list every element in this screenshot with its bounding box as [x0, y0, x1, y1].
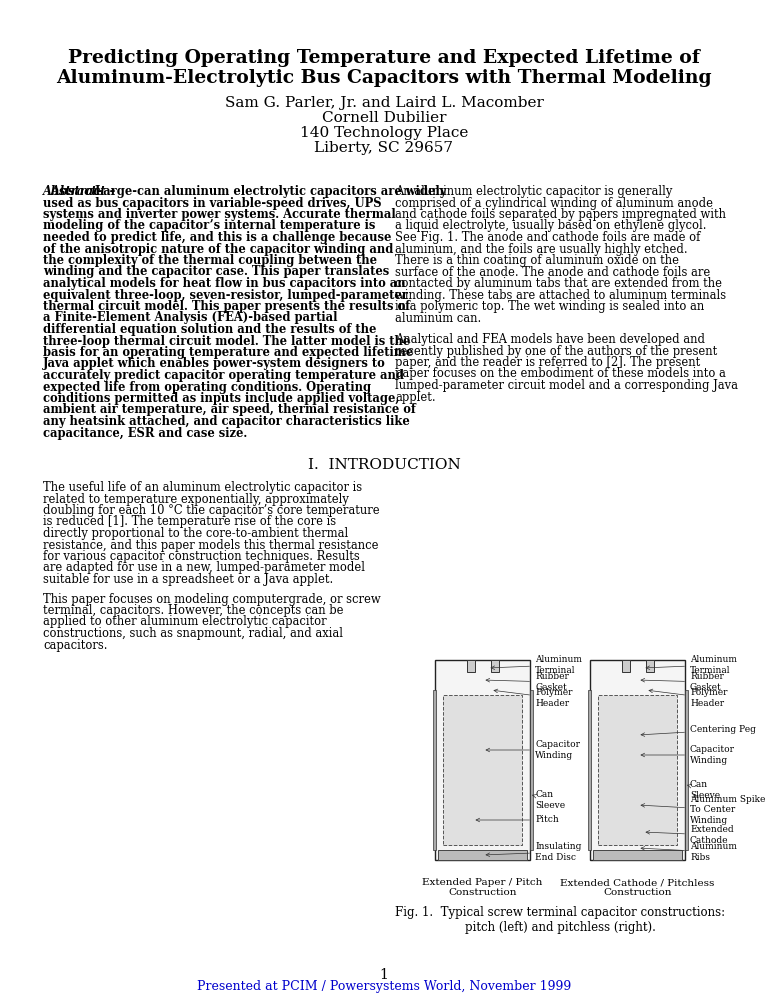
Text: I.  INTRODUCTION: I. INTRODUCTION: [308, 458, 460, 472]
Text: aluminum, and the foils are usually highly etched.: aluminum, and the foils are usually high…: [395, 243, 687, 255]
Text: Aluminum
Ribs: Aluminum Ribs: [641, 842, 737, 862]
Text: comprised of a cylindrical winding of aluminum anode: comprised of a cylindrical winding of al…: [395, 197, 713, 210]
Bar: [530, 690, 533, 850]
Text: any heatsink attached, and capacitor characteristics like: any heatsink attached, and capacitor cha…: [43, 415, 410, 428]
Bar: [433, 690, 436, 850]
Text: Centering Peg: Centering Peg: [641, 726, 756, 737]
Text: a liquid electrolyte, usually based on ethylene glycol.: a liquid electrolyte, usually based on e…: [395, 220, 707, 233]
Text: a Finite-Element Analysis (FEA)-based partial: a Finite-Element Analysis (FEA)-based pa…: [43, 311, 337, 324]
Text: Capacitor
Winding: Capacitor Winding: [486, 741, 580, 759]
Text: suitable for use in a spreadsheet or a Java applet.: suitable for use in a spreadsheet or a J…: [43, 573, 333, 586]
Text: terminal, capacitors. However, the concepts can be: terminal, capacitors. However, the conce…: [43, 604, 343, 617]
Text: constructions, such as snapmount, radial, and axial: constructions, such as snapmount, radial…: [43, 627, 343, 640]
Text: Large-can aluminum electrolytic capacitors are widely: Large-can aluminum electrolytic capacito…: [95, 185, 446, 198]
Text: aluminum can.: aluminum can.: [395, 311, 482, 324]
Text: paper focuses on the embodiment of these models into a: paper focuses on the embodiment of these…: [395, 368, 726, 381]
Text: applied to other aluminum electrolytic capacitor: applied to other aluminum electrolytic c…: [43, 615, 326, 628]
Text: resistance, and this paper models this thermal resistance: resistance, and this paper models this t…: [43, 539, 379, 552]
Text: thermal circuit model. This paper presents the results of: thermal circuit model. This paper presen…: [43, 300, 410, 313]
Text: analytical models for heat flow in bus capacitors into an: analytical models for heat flow in bus c…: [43, 277, 406, 290]
Text: modeling of the capacitor’s internal temperature is: modeling of the capacitor’s internal tem…: [43, 220, 376, 233]
Text: Extended
Cathode: Extended Cathode: [646, 825, 733, 845]
Text: needed to predict life, and this is a challenge because: needed to predict life, and this is a ch…: [43, 231, 392, 244]
Text: Rubber
Gasket: Rubber Gasket: [486, 672, 569, 692]
Text: in a polymeric top. The wet winding is sealed into an: in a polymeric top. The wet winding is s…: [395, 300, 704, 313]
Text: capacitance, ESR and case size.: capacitance, ESR and case size.: [43, 426, 247, 439]
Text: 140 Technology Place: 140 Technology Place: [300, 126, 468, 140]
Bar: [438, 850, 527, 860]
Text: directly proportional to the core-to-ambient thermal: directly proportional to the core-to-amb…: [43, 527, 348, 540]
Text: three-loop thermal circuit model. The latter model is the: three-loop thermal circuit model. The la…: [43, 335, 410, 348]
Text: and cathode foils separated by papers impregnated with: and cathode foils separated by papers im…: [395, 208, 726, 221]
Text: Capacitor
Winding: Capacitor Winding: [641, 746, 735, 764]
Text: Rubber
Gasket: Rubber Gasket: [641, 672, 724, 692]
Bar: [685, 690, 688, 850]
Text: used as bus capacitors in variable-speed drives, UPS: used as bus capacitors in variable-speed…: [43, 197, 382, 210]
Bar: [593, 850, 682, 860]
Bar: [598, 695, 677, 845]
Text: ambient air temperature, air speed, thermal resistance of: ambient air temperature, air speed, ther…: [43, 404, 416, 416]
Text: 1: 1: [379, 968, 389, 982]
Text: This paper focuses on modeling computergrade, or screw: This paper focuses on modeling computerg…: [43, 592, 381, 605]
Text: systems and inverter power systems. Accurate thermal: systems and inverter power systems. Accu…: [43, 208, 396, 221]
Text: is reduced [1]. The temperature rise of the core is: is reduced [1]. The temperature rise of …: [43, 516, 336, 529]
Text: of the anisotropic nature of the capacitor winding and: of the anisotropic nature of the capacit…: [43, 243, 393, 255]
Text: basis for an operating temperature and expected lifetime: basis for an operating temperature and e…: [43, 346, 413, 359]
Text: Aluminum Spike
To Center
Winding: Aluminum Spike To Center Winding: [641, 795, 766, 825]
Text: Analytical and FEA models have been developed and: Analytical and FEA models have been deve…: [395, 333, 705, 346]
Text: Extended Cathode / Pitchless
Construction: Extended Cathode / Pitchless Constructio…: [561, 878, 715, 898]
Text: Can
Sleeve: Can Sleeve: [532, 790, 565, 810]
Text: Predicting Operating Temperature and Expected Lifetime of: Predicting Operating Temperature and Exp…: [68, 49, 700, 67]
Text: Fig. 1.  Typical screw terminal capacitor constructions:
pitch (left) and pitchl: Fig. 1. Typical screw terminal capacitor…: [395, 906, 725, 934]
Text: are adapted for use in a new, lumped-parameter model: are adapted for use in a new, lumped-par…: [43, 562, 365, 575]
Text: contacted by aluminum tabs that are extended from the: contacted by aluminum tabs that are exte…: [395, 277, 722, 290]
Text: differential equation solution and the results of the: differential equation solution and the r…: [43, 323, 376, 336]
Text: applet.: applet.: [395, 391, 435, 404]
Text: doubling for each 10 °C the capacitor’s core temperature: doubling for each 10 °C the capacitor’s …: [43, 504, 379, 517]
Text: An aluminum electrolytic capacitor is generally: An aluminum electrolytic capacitor is ge…: [395, 185, 672, 198]
Text: Java applet which enables power-system designers to: Java applet which enables power-system d…: [43, 358, 386, 371]
Text: Aluminum
Terminal: Aluminum Terminal: [646, 655, 737, 675]
Bar: [645, 660, 654, 672]
Text: surface of the anode. The anode and cathode foils are: surface of the anode. The anode and cath…: [395, 265, 710, 278]
Bar: [435, 660, 530, 860]
Text: The useful life of an aluminum electrolytic capacitor is: The useful life of an aluminum electroly…: [43, 481, 362, 494]
Bar: [621, 660, 630, 672]
Text: accurately predict capacitor operating temperature and: accurately predict capacitor operating t…: [43, 369, 404, 382]
Text: for various capacitor construction techniques. Results: for various capacitor construction techn…: [43, 550, 359, 563]
Bar: [588, 690, 591, 850]
Text: winding and the capacitor case. This paper translates: winding and the capacitor case. This pap…: [43, 265, 389, 278]
Text: See Fig. 1. The anode and cathode foils are made of: See Fig. 1. The anode and cathode foils …: [395, 231, 700, 244]
Text: recently published by one of the authors of the present: recently published by one of the authors…: [395, 345, 717, 358]
Text: Extended Paper / Pitch
Construction: Extended Paper / Pitch Construction: [422, 878, 543, 898]
Text: expected life from operating conditions. Operating: expected life from operating conditions.…: [43, 381, 371, 394]
Text: capacitors.: capacitors.: [43, 638, 108, 651]
Text: lumped-parameter circuit model and a corresponding Java: lumped-parameter circuit model and a cor…: [395, 379, 738, 392]
Text: equivalent three-loop, seven-resistor, lumped-parameter: equivalent three-loop, seven-resistor, l…: [43, 288, 408, 301]
Text: Sam G. Parler, Jr. and Laird L. Macomber: Sam G. Parler, Jr. and Laird L. Macomber: [224, 96, 544, 110]
Text: Insulating
End Disc: Insulating End Disc: [486, 842, 581, 862]
Text: Presented at PCIM / Powersystems World, November 1999: Presented at PCIM / Powersystems World, …: [197, 980, 571, 993]
Text: Aluminum
Terminal: Aluminum Terminal: [491, 655, 582, 675]
Text: Liberty, SC 29657: Liberty, SC 29657: [315, 141, 453, 155]
Text: Abstract–: Abstract–: [43, 185, 104, 198]
Bar: [466, 660, 475, 672]
Bar: [443, 695, 522, 845]
Text: Can
Sleeve: Can Sleeve: [687, 780, 720, 800]
Text: winding. These tabs are attached to aluminum terminals: winding. These tabs are attached to alum…: [395, 288, 726, 301]
Text: conditions permitted as inputs include applied voltage,: conditions permitted as inputs include a…: [43, 392, 399, 405]
Text: the complexity of the thermal coupling between the: the complexity of the thermal coupling b…: [43, 254, 377, 267]
Text: Abstract –: Abstract –: [43, 185, 115, 198]
Text: Cornell Dubilier: Cornell Dubilier: [322, 111, 446, 125]
Bar: [491, 660, 498, 672]
Bar: [590, 660, 685, 860]
Text: Aluminum-Electrolytic Bus Capacitors with Thermal Modeling: Aluminum-Electrolytic Bus Capacitors wit…: [56, 69, 712, 87]
Text: paper, and the reader is referred to [2]. The present: paper, and the reader is referred to [2]…: [395, 356, 700, 369]
Text: Pitch: Pitch: [476, 815, 559, 824]
Text: Polymer
Header: Polymer Header: [649, 688, 727, 708]
Text: related to temperature exponentially, approximately: related to temperature exponentially, ap…: [43, 492, 349, 506]
Text: Polymer
Header: Polymer Header: [494, 688, 572, 708]
Text: There is a thin coating of aluminum oxide on the: There is a thin coating of aluminum oxid…: [395, 254, 679, 267]
